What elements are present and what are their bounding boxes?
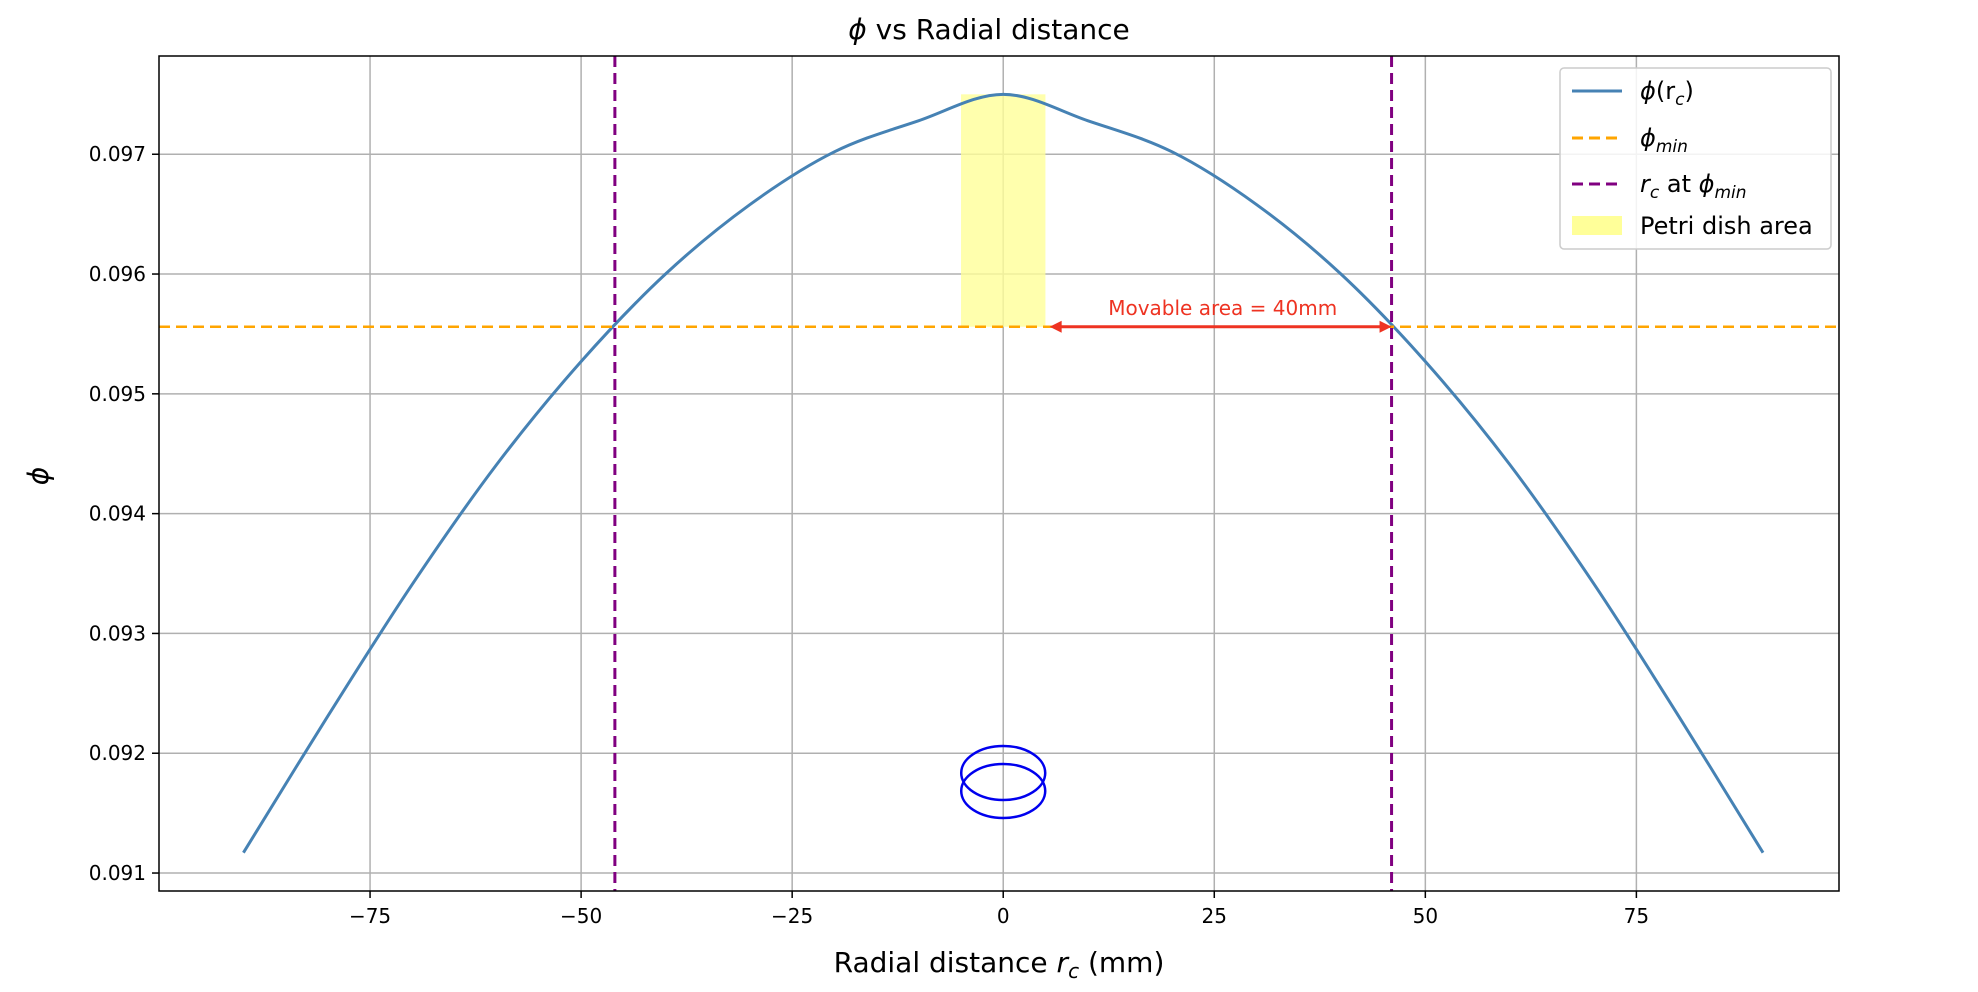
movable-area-arrow-head-left: [1049, 320, 1062, 333]
petri-dish-icon-bottom: [959, 762, 1047, 820]
legend-label-curve: ϕ(rc): [1640, 77, 1694, 110]
x-tick-label-5: 50: [1413, 904, 1438, 928]
x-tick-label-1: −50: [560, 904, 602, 928]
y-tick-label-6: 0.097: [89, 142, 146, 166]
y-tick-label-4: 0.095: [89, 382, 146, 406]
ticks: −75 −50 −25 0 25 50 75 0.091 0.092 0.093 0.094 0.09…: [89, 142, 1649, 928]
axes-frame: [158, 55, 1840, 892]
movable-area-label: Movable area = 40mm: [1108, 296, 1337, 320]
x-tick-label-2: −25: [771, 904, 813, 928]
curve-layer: [242, 92, 1765, 854]
annotation-layer: Movable area = 40mm: [1049, 296, 1392, 333]
y-tick-label-0: 0.091: [89, 861, 146, 885]
legend-frame: [1559, 67, 1832, 250]
petri-dish-icon-top: [959, 744, 1047, 802]
movable-area-arrow-head-right: [1379, 320, 1392, 333]
y-tick-label-3: 0.094: [89, 502, 146, 526]
petri-dish-area: [961, 94, 1046, 327]
axes: [158, 55, 1840, 892]
y-tick-label-2: 0.093: [89, 621, 146, 645]
legend-label-rc-at-phi-min: rc at ϕmin: [1640, 170, 1747, 203]
x-tick-label-0: −75: [349, 904, 391, 928]
legend-label-phi-min: ϕmin: [1640, 124, 1688, 157]
x-axis-title: Radial distance rc (mm): [834, 946, 1165, 983]
petri-dish-area-layer: [961, 94, 1046, 327]
chart-title: ϕ vs Radial distance: [848, 13, 1129, 46]
y-tick-label-5: 0.096: [89, 262, 146, 286]
x-tick-label-6: 75: [1624, 904, 1649, 928]
legend-label-petri-dish: Petri dish area: [1640, 212, 1813, 240]
x-tick-label-3: 0: [997, 904, 1010, 928]
legend-swatch-petri-dish: [1572, 216, 1622, 235]
y-axis-title: ϕ: [22, 467, 55, 485]
phi-curve-line: [242, 92, 1765, 854]
x-tick-label-4: 25: [1202, 904, 1227, 928]
petri-dish-icon-layer: [959, 744, 1047, 820]
y-tick-label-1: 0.092: [89, 741, 146, 765]
legend: ϕ(rc) ϕmin rc at ϕmin Petri dish area: [1559, 67, 1832, 250]
reference-lines-layer: [159, 56, 1839, 891]
